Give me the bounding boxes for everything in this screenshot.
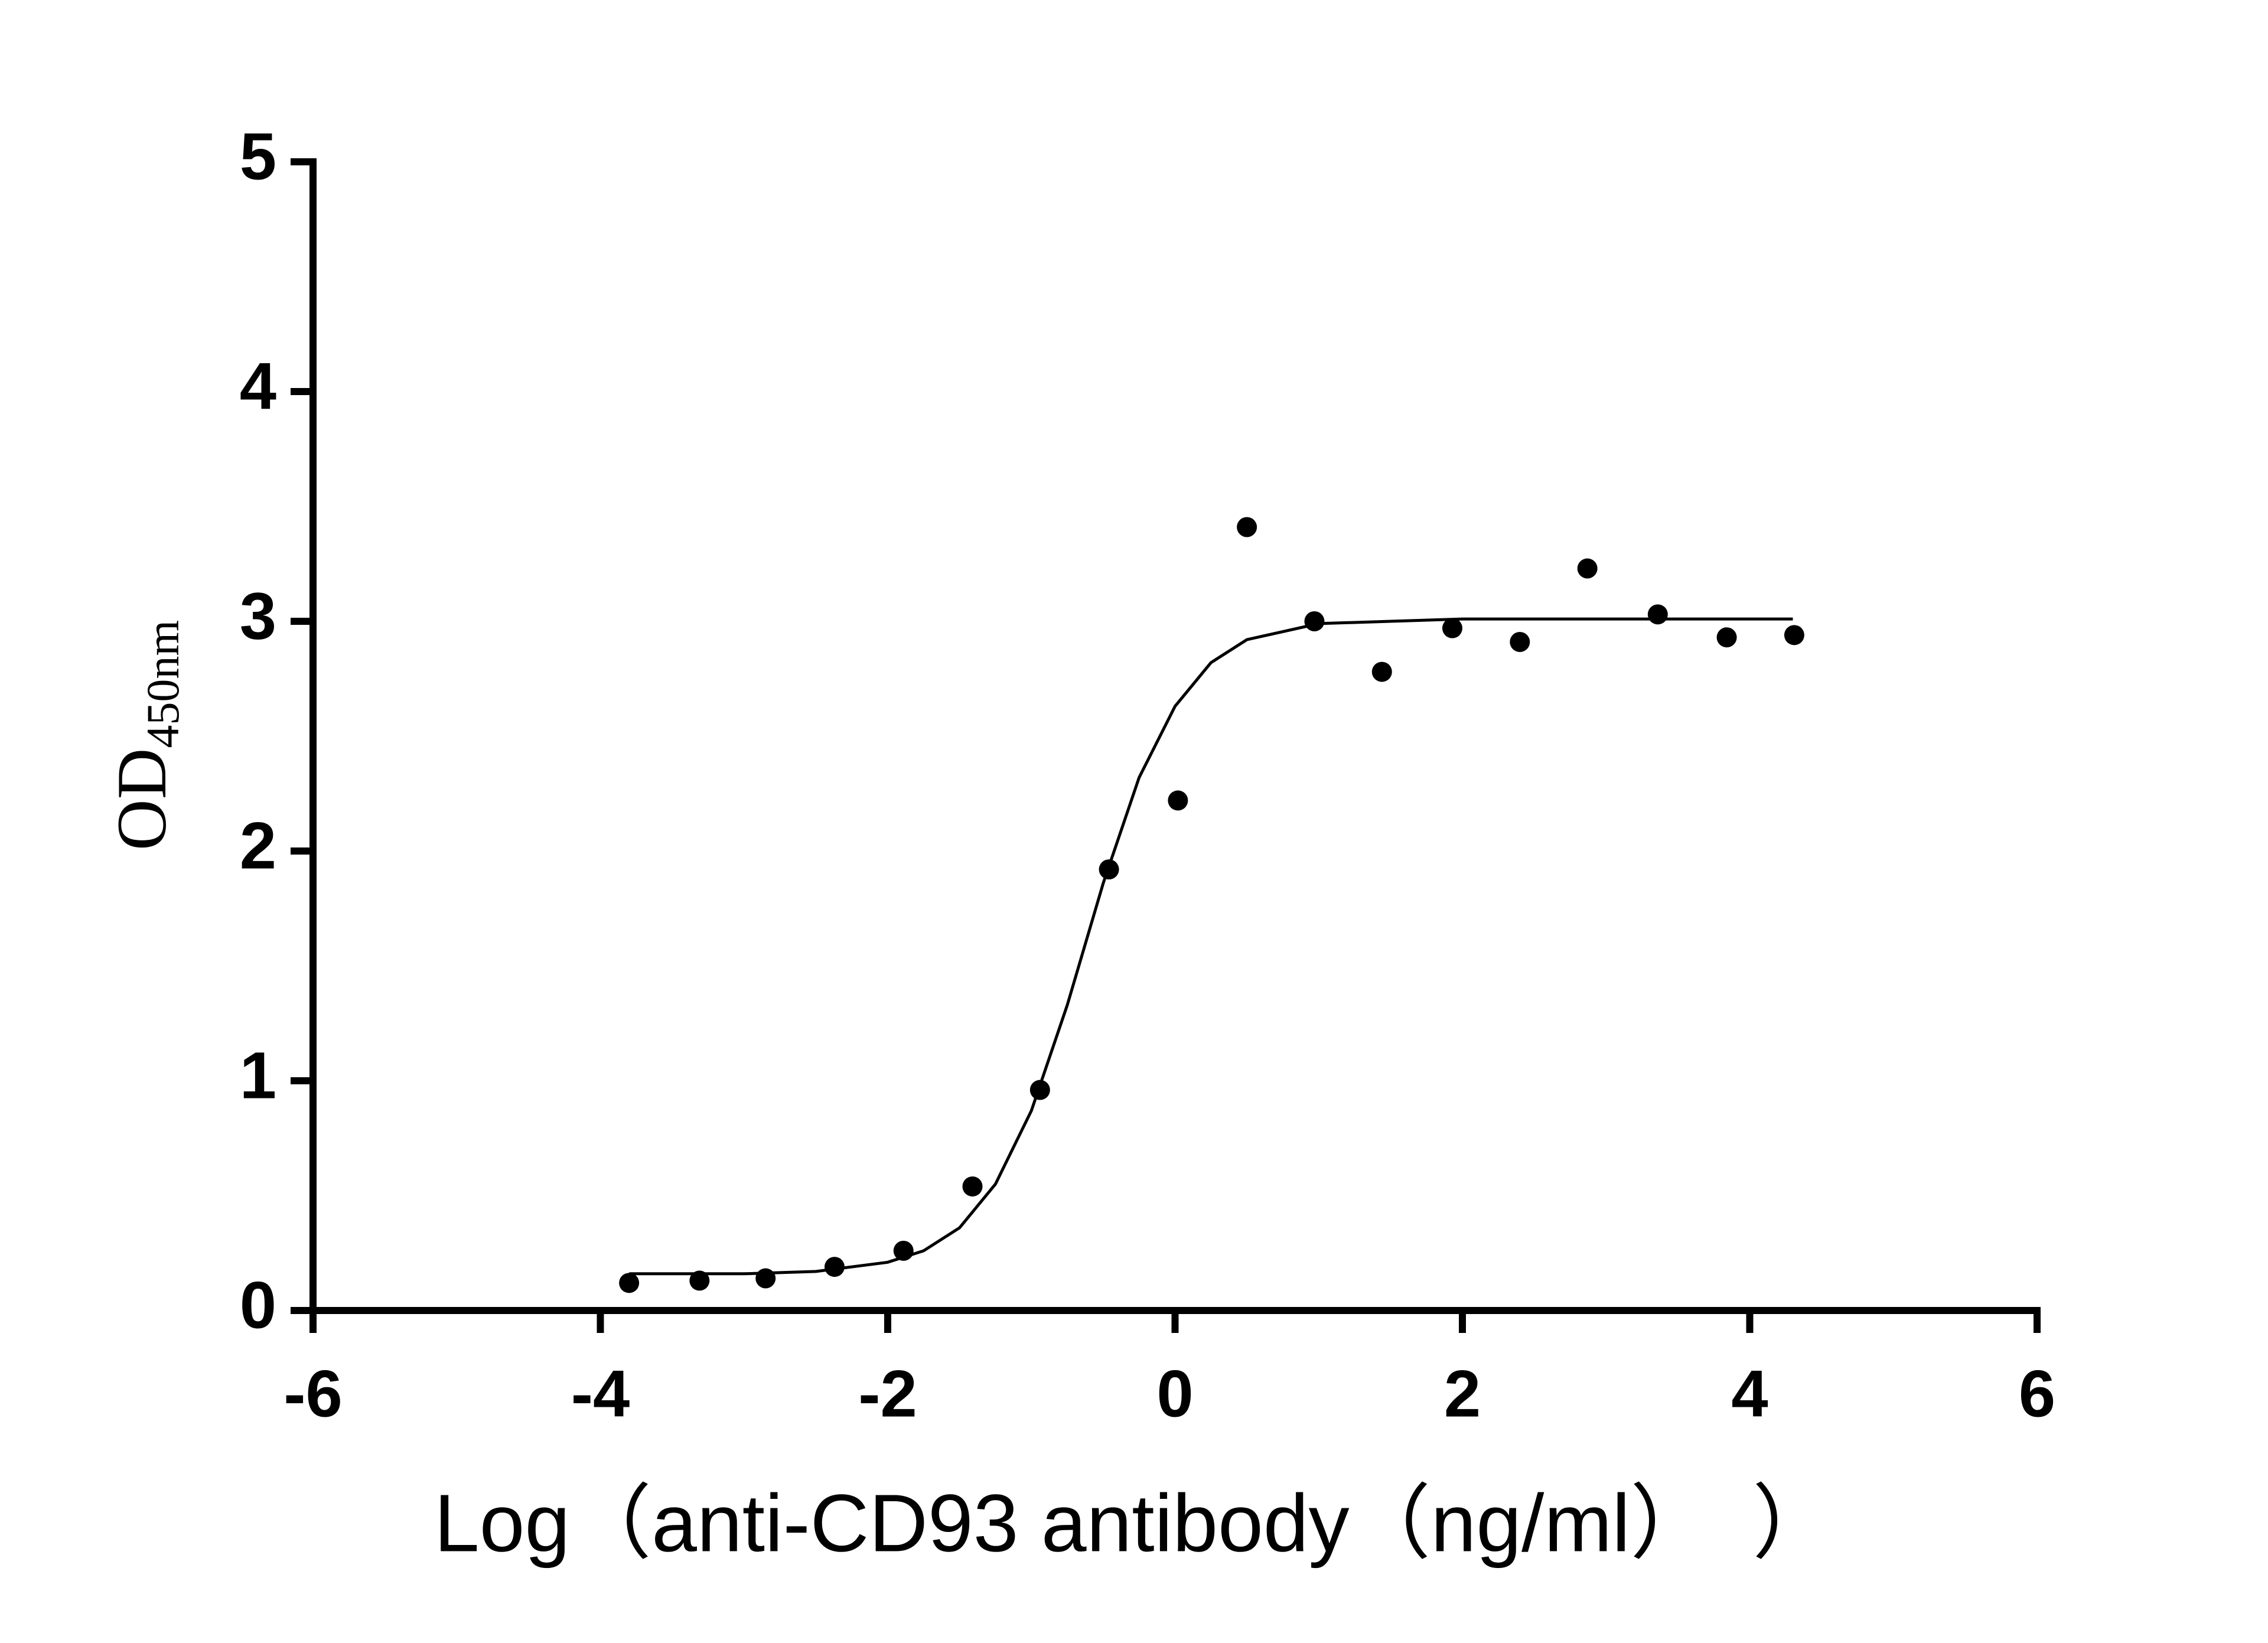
data-point [1442,618,1462,638]
data-point [1647,604,1668,625]
data-point [689,1270,710,1291]
y-axis-title-subscript: 450nm [137,620,188,748]
data-point [1716,627,1737,648]
data-point [1029,1080,1050,1100]
y-tick-label: 3 [240,579,276,653]
y-axis-title-main: OD [102,748,181,850]
data-point [1371,661,1392,682]
data-point [1510,632,1530,653]
data-point [619,1273,640,1293]
y-tick-label: 5 [240,120,276,194]
y-tick-label: 2 [240,809,276,883]
x-tick-label: -6 [284,1357,343,1431]
data-point [1168,790,1188,811]
data-point [1099,859,1119,880]
data-point [1784,625,1804,646]
fit-curve [629,617,1793,1276]
data-point [962,1176,983,1197]
x-tick-label: 6 [2019,1357,2055,1431]
x-tick-label: 4 [1731,1357,1768,1431]
data-point [1304,611,1325,631]
x-tick-label: -2 [858,1357,917,1431]
data-point [755,1268,776,1289]
data-point [1237,517,1257,537]
x-tick-label: 0 [1156,1357,1193,1431]
data-point [824,1257,845,1277]
data-point [893,1240,914,1261]
y-tick-label: 0 [240,1269,276,1342]
x-axis-title: Log（anti-CD93 antibody（ng/ml） ） [434,1478,1834,1569]
x-tick-label: 2 [1444,1357,1481,1431]
y-tick-label: 4 [240,350,276,423]
x-tick-label: -4 [571,1357,630,1431]
y-tick-label: 1 [240,1039,276,1113]
data-point [1577,558,1598,579]
y-axis-title: OD450nm [102,620,188,850]
